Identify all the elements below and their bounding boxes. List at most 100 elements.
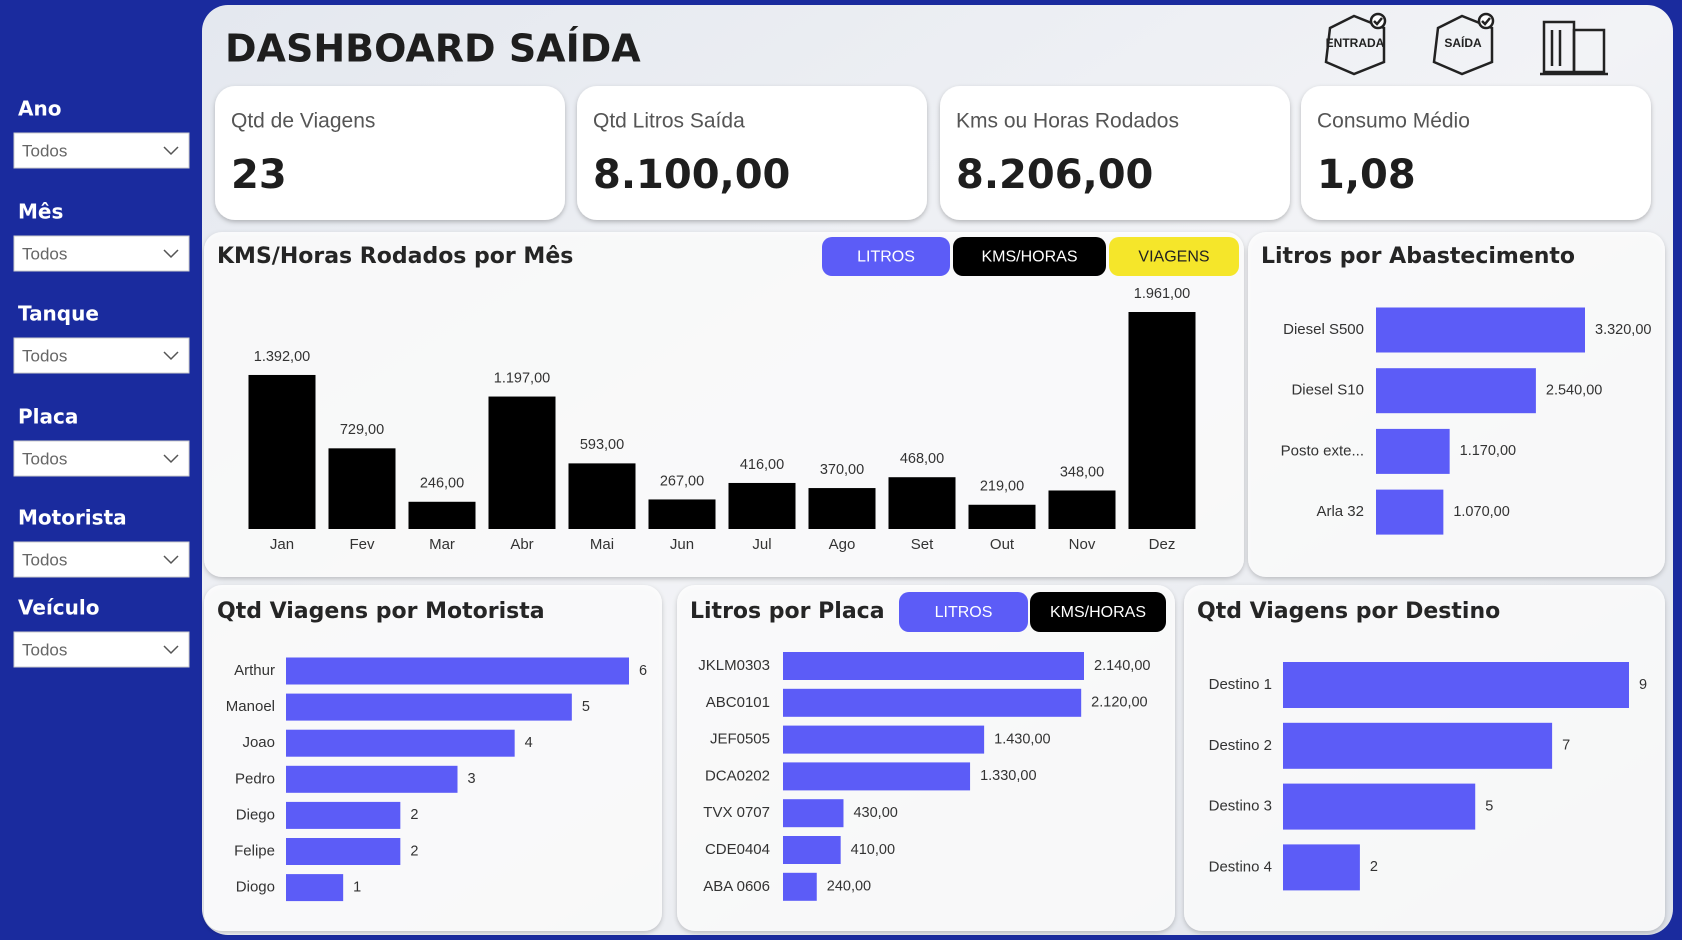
bar xyxy=(728,482,796,529)
data-label: 7 xyxy=(1562,738,1570,754)
data-label: 1.430,00 xyxy=(994,731,1050,747)
data-label: 1.961,00 xyxy=(1134,286,1190,302)
tank-icon[interactable] xyxy=(1540,20,1608,76)
y-tick-label: Joao xyxy=(242,734,275,751)
filter-dropdown[interactable] xyxy=(13,440,190,477)
data-label: 3 xyxy=(468,771,476,787)
x-tick-label: Abr xyxy=(510,536,533,553)
filter-value: Todos xyxy=(22,244,67,263)
bar xyxy=(1283,783,1476,830)
bar xyxy=(1283,662,1629,708)
filter-label: Motorista xyxy=(18,506,127,530)
y-tick-label: Posto exte... xyxy=(1281,442,1364,459)
chart-panel xyxy=(204,232,1244,577)
filter-label: Veículo xyxy=(18,596,100,620)
data-label: 1.197,00 xyxy=(494,370,550,386)
toggle-label: KMS/HORAS xyxy=(981,249,1077,266)
data-label: 468,00 xyxy=(900,451,944,467)
bar xyxy=(408,501,476,529)
y-tick-label: Destino 3 xyxy=(1209,798,1272,815)
chart-title: KMS/Horas Rodados por Mês xyxy=(217,244,573,269)
filter-label: Tanque xyxy=(18,302,99,326)
entrada-icon[interactable] xyxy=(1324,12,1387,76)
y-tick-label: TVX 0707 xyxy=(703,804,770,821)
toggle-button[interactable] xyxy=(822,237,950,276)
bar xyxy=(1376,489,1444,535)
filter-label: Mês xyxy=(18,200,63,224)
x-tick-label: Mar xyxy=(429,536,455,553)
chart-title: Qtd Viagens por Motorista xyxy=(217,599,545,624)
toggle-button[interactable] xyxy=(953,237,1106,276)
bar xyxy=(1048,490,1116,529)
y-tick-label: Destino 4 xyxy=(1209,858,1272,875)
x-tick-label: Out xyxy=(990,536,1015,553)
data-label: 2.140,00 xyxy=(1094,658,1150,674)
y-tick-label: Felipe xyxy=(234,842,275,859)
data-label: 2 xyxy=(410,843,418,859)
data-label: 3.320,00 xyxy=(1595,322,1651,338)
dropdown-chevron xyxy=(163,351,179,361)
kpi-card xyxy=(215,86,565,220)
toggle-button[interactable] xyxy=(1030,592,1166,632)
data-label: 348,00 xyxy=(1060,464,1104,480)
entrada-icon-label: ENTRADA xyxy=(1326,36,1385,50)
data-label: 6 xyxy=(639,663,647,679)
y-tick-label: CDE0404 xyxy=(705,841,770,858)
kpi-card xyxy=(940,86,1290,220)
data-label: 416,00 xyxy=(740,457,784,473)
filter-dropdown[interactable] xyxy=(13,235,190,272)
bar xyxy=(328,448,396,529)
kpi-card xyxy=(1301,86,1651,220)
data-label: 2.540,00 xyxy=(1546,383,1602,399)
chart-title: Litros por Placa xyxy=(690,599,885,624)
kpi-label: Kms ou Horas Rodados xyxy=(956,110,1179,133)
filter-label: Placa xyxy=(18,405,78,429)
bar xyxy=(568,463,636,529)
x-tick-label: Jun xyxy=(670,536,694,553)
bar xyxy=(783,688,1082,717)
bar xyxy=(286,838,401,865)
filter-dropdown[interactable] xyxy=(13,631,190,668)
kpi-value: 1,08 xyxy=(1317,152,1416,198)
data-label: 2 xyxy=(1370,859,1378,875)
dropdown-chevron xyxy=(163,645,179,655)
bar xyxy=(286,657,629,685)
chart-title: Litros por Abastecimento xyxy=(1261,244,1575,269)
dropdown-chevron xyxy=(163,555,179,565)
filter-value: Todos xyxy=(22,141,67,160)
x-tick-label: Mai xyxy=(590,536,614,553)
y-tick-label: JEF0505 xyxy=(710,731,770,748)
filter-value: Todos xyxy=(22,550,67,569)
bar xyxy=(783,872,817,901)
filter-label: Ano xyxy=(18,97,61,121)
x-tick-label: Ago xyxy=(829,536,856,553)
y-tick-label: Diogo xyxy=(236,879,275,896)
bar xyxy=(248,374,316,529)
data-label: 729,00 xyxy=(340,422,384,438)
toggle-button[interactable] xyxy=(899,592,1028,632)
bar xyxy=(286,765,458,793)
filter-dropdown[interactable] xyxy=(13,541,190,578)
data-label: 9 xyxy=(1639,677,1647,693)
nav-icons: ENTRADA SAÍDA xyxy=(1324,12,1608,76)
x-tick-label: Set xyxy=(911,536,934,553)
data-label: 5 xyxy=(1485,798,1493,814)
data-label: 1.392,00 xyxy=(254,349,310,365)
filter-value: Todos xyxy=(22,640,67,659)
saida-icon[interactable] xyxy=(1432,12,1495,76)
dropdown-chevron xyxy=(163,454,179,464)
bar xyxy=(286,729,515,757)
y-tick-label: DCA0202 xyxy=(705,767,770,784)
y-tick-label: Diesel S10 xyxy=(1291,382,1364,399)
y-tick-label: ABA 0606 xyxy=(703,878,770,895)
filter-dropdown[interactable] xyxy=(13,337,190,374)
saida-icon-label: SAÍDA xyxy=(1444,35,1482,50)
y-tick-label: Destino 2 xyxy=(1209,737,1272,754)
kpi-label: Qtd de Viagens xyxy=(231,110,375,133)
bar xyxy=(783,725,985,754)
toggle-button[interactable] xyxy=(1109,237,1239,276)
filter-dropdown[interactable] xyxy=(13,132,190,169)
data-label: 5 xyxy=(582,699,590,715)
kpi-value: 23 xyxy=(231,152,287,198)
